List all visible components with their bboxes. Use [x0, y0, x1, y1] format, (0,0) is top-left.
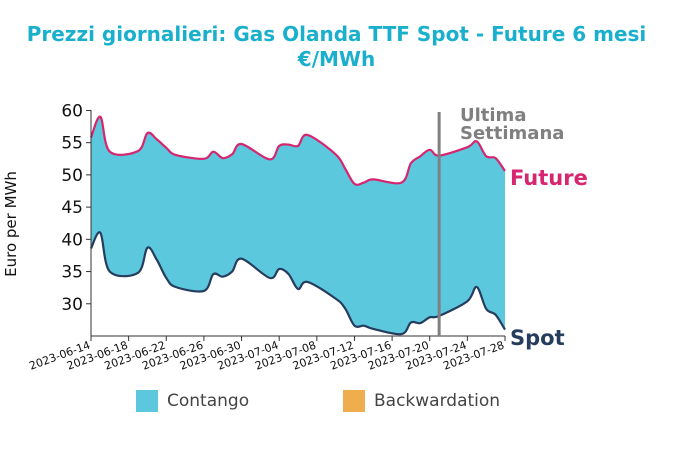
legend-swatch-contango [136, 390, 158, 412]
y-tick-label-50: 50 [61, 166, 83, 186]
y-tick-label-30: 30 [61, 295, 83, 315]
chart-title-line1: Prezzi giornalieri: Gas Olanda TTF Spot … [26, 22, 647, 46]
last-week-label-line2: Settimana [460, 123, 564, 144]
chart-title: Prezzi giornalieri: Gas Olanda TTF Spot … [0, 22, 673, 72]
y-tick-label-55: 55 [61, 134, 83, 154]
legend-contango[interactable]: Contango [136, 390, 249, 412]
y-tick-label-35: 35 [61, 263, 83, 283]
legend-swatch-backwardation [343, 390, 365, 412]
series-label-future: Future [510, 166, 588, 190]
legend-label-backwardation: Backwardation [374, 391, 501, 411]
y-axis-title: Euro per MWh [2, 171, 20, 277]
spot-line [90, 231, 506, 336]
area-layer [89, 115, 506, 336]
y-tick-label-45: 45 [61, 198, 83, 218]
contango-area [91, 116, 505, 335]
chart-title-line2: €/MWh [297, 47, 376, 71]
future-line [89, 115, 506, 186]
series-label-spot: Spot [510, 326, 565, 350]
legend-label-contango: Contango [167, 391, 250, 411]
y-tick-label-40: 40 [61, 230, 83, 250]
last-week-label-line1: Ultima [460, 105, 526, 126]
legend-backwardation[interactable]: Backwardation [343, 390, 500, 412]
y-tick-label-60: 60 [61, 101, 83, 121]
